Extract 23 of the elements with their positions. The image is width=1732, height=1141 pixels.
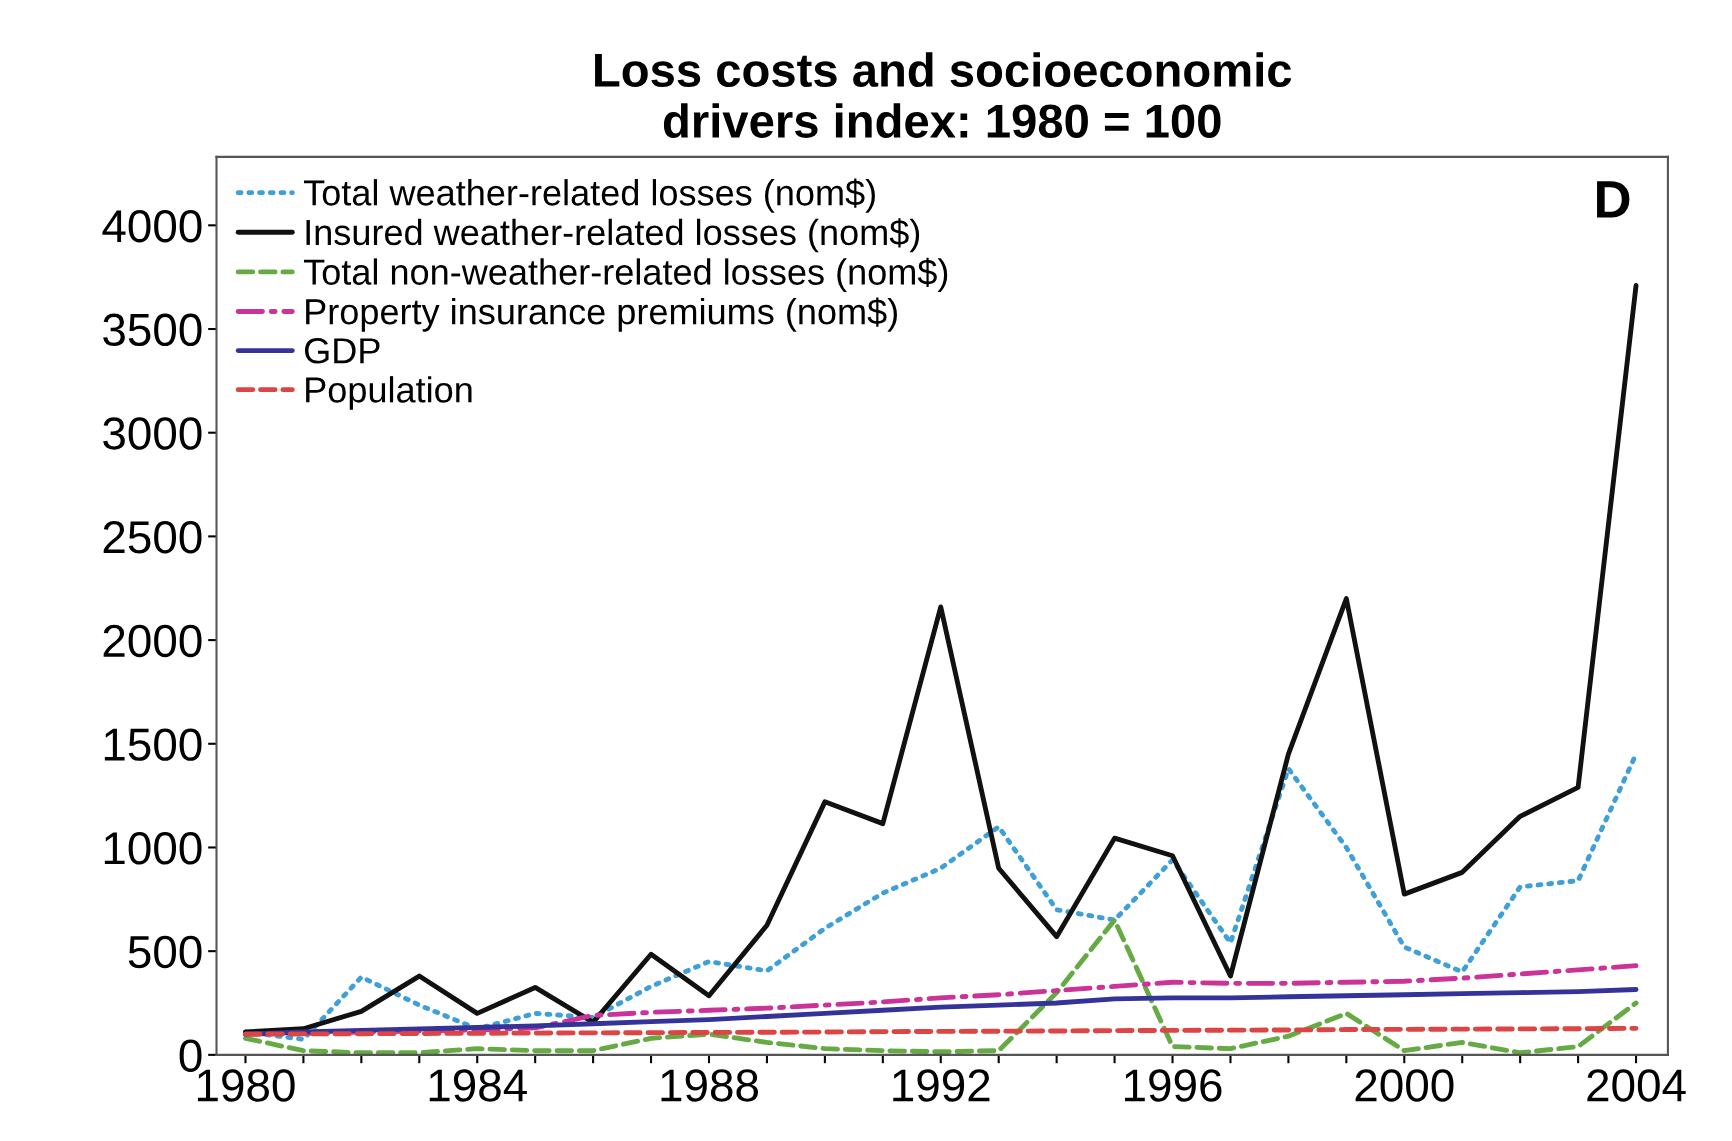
x-tick-label: 2000 [1355, 1069, 1454, 1102]
annotation: D [1597, 181, 1630, 218]
legend-label: GDP [304, 338, 380, 364]
legend-label: Total non-weather-related losses (nom$) [303, 257, 948, 292]
chart-title: Loss costs and socioeconomic drivers index: 1980 = 100 [595, 52, 1292, 138]
y-tick-label: 2000 [103, 624, 202, 658]
y-tick-label: 500 [128, 935, 202, 969]
legend-label: Insured weather-related losses (nom$) [306, 218, 920, 253]
y-tick-label: 3000 [103, 417, 202, 450]
legend-label: Property insurance premiums (nom$) [306, 297, 897, 332]
line-series [243, 917, 1639, 1055]
legend-label: Total weather-related losses (nom$) [303, 178, 875, 213]
y-tick-label: 1500 [104, 728, 202, 761]
x-tick-label: 1984 [429, 1069, 527, 1102]
y-tick-label: 2500 [103, 521, 202, 554]
y-tick-label: 4000 [102, 209, 202, 243]
x-tick-label: 1988 [661, 1069, 758, 1102]
legend-label: Population [306, 376, 472, 410]
x-tick-label: 1992 [893, 1069, 990, 1102]
x-tick-label: 2004 [1587, 1069, 1686, 1102]
x-tick-label: 1996 [1125, 1069, 1222, 1102]
y-tick-label: 3500 [103, 313, 202, 347]
y-tick-label: 1000 [104, 832, 202, 865]
